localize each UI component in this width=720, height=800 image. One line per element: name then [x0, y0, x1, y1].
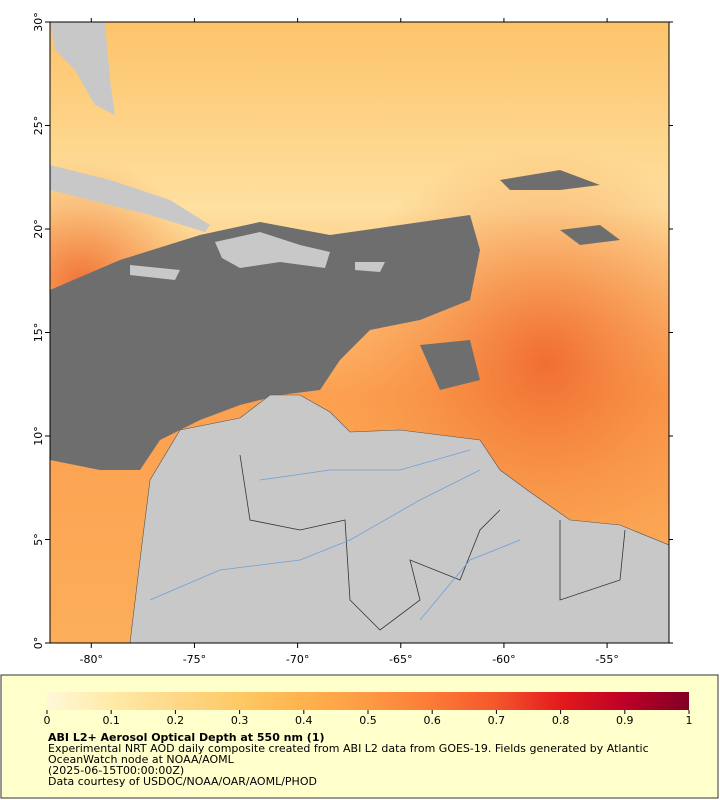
caption-title: ABI L2+ Aerosol Optical Depth at 550 nm … — [48, 731, 325, 744]
river — [149, 449, 521, 621]
colorbar-tick-label: 0.9 — [616, 714, 634, 727]
x-tick-label: -70° — [286, 653, 309, 666]
colorbar-tick-label: 0.5 — [359, 714, 377, 727]
no-data-ocean — [50, 170, 620, 470]
x-tick-label: -55° — [595, 653, 618, 666]
y-tick-label: 25° — [32, 116, 45, 136]
caption: ABI L2+ Aerosol Optical Depth at 550 nm … — [48, 732, 678, 787]
colorbar-tick-label: 0.3 — [231, 714, 249, 727]
caption-time: (2025-06-15T00:00:00Z) — [48, 764, 185, 777]
y-tick-label: 5° — [32, 533, 45, 546]
y-tick-label: 15° — [32, 323, 45, 343]
map-area — [50, 22, 669, 643]
colorbar — [47, 692, 689, 710]
colorbar-tick-label: 0.4 — [295, 714, 313, 727]
land — [50, 22, 385, 280]
y-tick-label: 30° — [32, 12, 45, 32]
colorbar-tick-label: 0.6 — [423, 714, 441, 727]
colorbar-tick-label: 0.7 — [488, 714, 506, 727]
x-tick-label: -60° — [492, 653, 515, 666]
y-tick-label: 10° — [32, 426, 45, 446]
colorbar-tick-label: 0 — [44, 714, 51, 727]
caption-description: Experimental NRT AOD daily composite cre… — [48, 742, 649, 766]
country-border — [239, 454, 626, 631]
colorbar-tick-label: 0.8 — [552, 714, 570, 727]
x-tick-label: -80° — [80, 653, 103, 666]
colorbar-tick-label: 0.1 — [102, 714, 120, 727]
caption-credit: Data courtesy of USDOC/NOAA/OAR/AOML/PHO… — [48, 775, 317, 788]
y-tick-label: 20° — [32, 219, 45, 239]
colorbar-tick-label: 1 — [686, 714, 693, 727]
land — [129, 394, 669, 643]
y-tick-label: 0° — [32, 637, 45, 650]
x-tick-label: -65° — [389, 653, 412, 666]
x-tick-label: -75° — [183, 653, 206, 666]
colorbar-tick-label: 0.2 — [167, 714, 185, 727]
